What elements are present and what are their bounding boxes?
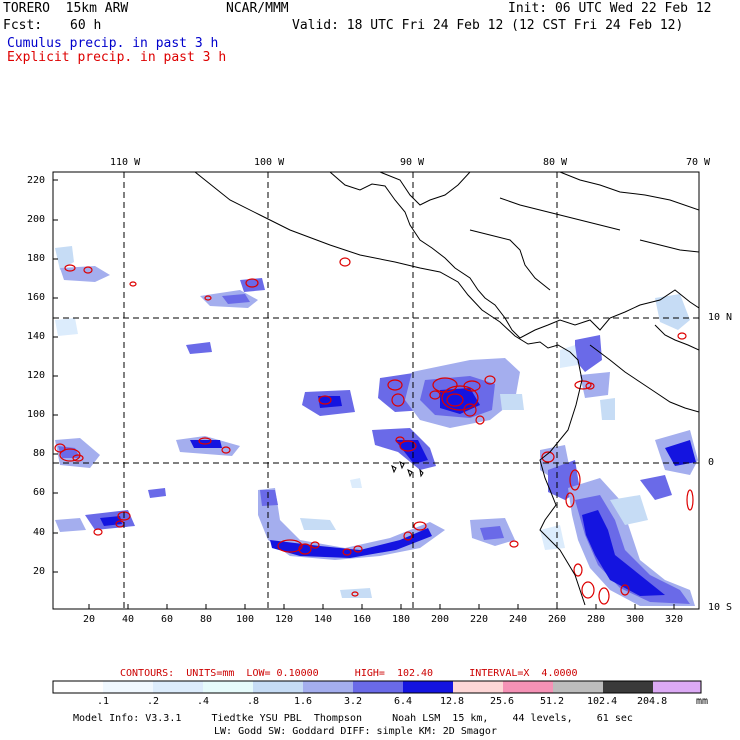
x-tick-label: 320 bbox=[665, 614, 684, 625]
lon-label: 80 W bbox=[543, 157, 568, 168]
x-tick-label: 140 bbox=[314, 614, 333, 625]
x-tick-label: 280 bbox=[587, 614, 606, 625]
y-tick-label: 200 bbox=[27, 214, 46, 225]
x-tick-label: 200 bbox=[431, 614, 450, 625]
precip-shading bbox=[55, 246, 698, 606]
lon-label: 70 W bbox=[686, 157, 711, 168]
lat-label: 0 bbox=[708, 457, 715, 468]
physics-info: LW: Godd SW: Goddard DIFF: simple KM: 2D… bbox=[214, 726, 497, 737]
colorbar-label: .4 bbox=[197, 696, 210, 707]
colorbar-label: .2 bbox=[147, 696, 160, 707]
lat-label: 10 N bbox=[708, 312, 733, 323]
model-name: TORERO 15km ARW bbox=[3, 1, 129, 16]
x-tick-label: 120 bbox=[275, 614, 294, 625]
y-tick-label: 140 bbox=[27, 331, 46, 342]
colorbar-label: 6.4 bbox=[394, 696, 413, 707]
legend-explicit: Explicit precip. in past 3 h bbox=[7, 50, 227, 65]
lat-label: 10 S bbox=[708, 602, 733, 613]
init-time: Init: 06 UTC Wed 22 Feb 12 bbox=[508, 1, 712, 16]
x-tick-label: 60 bbox=[161, 614, 174, 625]
y-tick-label: 40 bbox=[33, 527, 46, 538]
lat-lon-grid bbox=[53, 172, 699, 609]
colorbar-box bbox=[303, 681, 353, 693]
fcst-value: 60 h bbox=[70, 18, 102, 33]
x-tick-label: 100 bbox=[236, 614, 255, 625]
colorbar-label: 51.2 bbox=[540, 696, 565, 707]
colorbar-box bbox=[553, 681, 603, 693]
colorbar-label: 25.6 bbox=[490, 696, 515, 707]
x-tick-label: 300 bbox=[626, 614, 645, 625]
colorbar-label: 12.8 bbox=[440, 696, 465, 707]
colorbar-label: 204.8 bbox=[637, 696, 668, 707]
colorbar-label: .1 bbox=[97, 696, 110, 707]
y-tick-label: 120 bbox=[27, 370, 46, 381]
colorbar-box bbox=[153, 681, 203, 693]
colorbar-box bbox=[253, 681, 303, 693]
legend-cumulus: Cumulus precip. in past 3 h bbox=[7, 36, 219, 51]
coastlines bbox=[194, 172, 699, 606]
y-tick-label: 180 bbox=[27, 253, 46, 264]
y-tick-label: 160 bbox=[27, 292, 46, 303]
x-tick-label: 80 bbox=[200, 614, 213, 625]
colorbar-label: 102.4 bbox=[587, 696, 618, 707]
lon-label: 110 W bbox=[110, 157, 141, 168]
x-tick-label: 20 bbox=[83, 614, 96, 625]
colorbar-box bbox=[203, 681, 253, 693]
model-info: Model Info: V3.3.1 Tiedtke YSU PBL Thomp… bbox=[73, 713, 633, 724]
colorbar-box bbox=[53, 681, 103, 693]
axis-ticks bbox=[53, 179, 675, 609]
colorbar-box bbox=[603, 681, 653, 693]
x-tick-label: 180 bbox=[392, 614, 411, 625]
colorbar-box bbox=[653, 681, 701, 693]
explicit-precip-contours bbox=[54, 257, 694, 605]
colorbar-box bbox=[353, 681, 403, 693]
x-tick-label: 160 bbox=[353, 614, 372, 625]
y-tick-label: 220 bbox=[27, 175, 46, 186]
center-name: NCAR/MMM bbox=[226, 1, 289, 16]
colorbar-box bbox=[453, 681, 503, 693]
valid-time: Valid: 18 UTC Fri 24 Feb 12 (12 CST Fri … bbox=[292, 18, 684, 33]
colorbar-box bbox=[103, 681, 153, 693]
y-tick-label: 80 bbox=[33, 448, 46, 459]
lon-label: 100 W bbox=[254, 157, 285, 168]
y-tick-label: 100 bbox=[27, 409, 46, 420]
colorbar-box bbox=[503, 681, 553, 693]
colorbar-label: .8 bbox=[247, 696, 260, 707]
colorbar-label: 1.6 bbox=[294, 696, 313, 707]
x-tick-label: 260 bbox=[548, 614, 567, 625]
colorbar-label: 3.2 bbox=[344, 696, 363, 707]
colorbar-unit: mm bbox=[696, 696, 709, 707]
y-tick-label: 20 bbox=[33, 566, 46, 577]
fcst-label: Fcst: bbox=[3, 18, 43, 33]
x-tick-label: 40 bbox=[122, 614, 135, 625]
colorbar bbox=[52, 680, 702, 694]
lon-label: 90 W bbox=[400, 157, 425, 168]
map-frame bbox=[52, 171, 700, 610]
contour-info: CONTOURS: UNITS=mm LOW= 0.10000 HIGH= 10… bbox=[120, 668, 578, 679]
x-tick-label: 220 bbox=[470, 614, 489, 625]
x-tick-label: 240 bbox=[509, 614, 528, 625]
colorbar-box bbox=[403, 681, 453, 693]
y-tick-label: 60 bbox=[33, 487, 46, 498]
